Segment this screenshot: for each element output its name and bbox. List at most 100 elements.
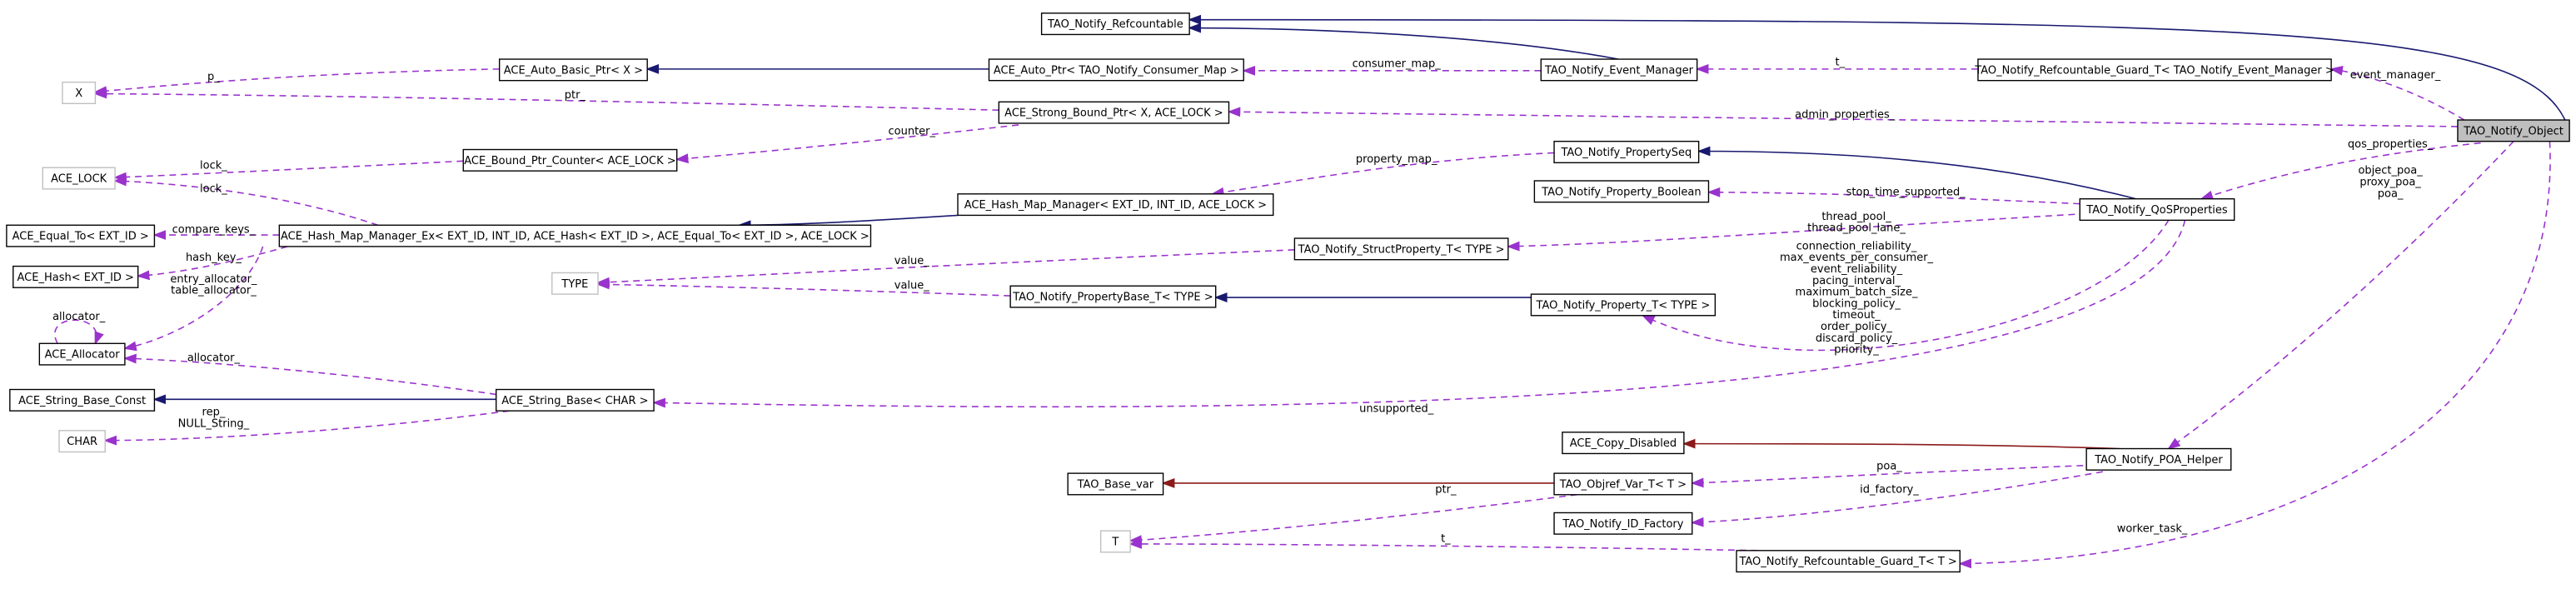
edge-label: order_policy_	[1821, 321, 1892, 333]
edge-label: poa_	[1876, 461, 1902, 473]
node-label: TAO_Notify_Property_T< TYPE >	[1536, 299, 1711, 312]
usage-edge	[54, 319, 104, 346]
node-label: TAO_Notify_Refcountable	[1047, 18, 1183, 31]
usage-edge	[136, 246, 288, 281]
edge-label: ptr_	[565, 89, 586, 102]
edge-label: proxy_poa_	[2359, 176, 2421, 188]
usage-edge	[122, 246, 264, 352]
node-box	[42, 167, 116, 190]
node-label: TAO_Objref_Var_T< T >	[1559, 478, 1687, 491]
node-label: ACE_Copy_Disabled	[1570, 437, 1677, 450]
usage-edge	[1641, 219, 2170, 352]
node-box	[6, 224, 156, 247]
usage-edge	[1707, 187, 2080, 205]
edge-label: allocator_	[52, 311, 106, 323]
node-box	[2085, 447, 2232, 471]
usage-edge	[652, 220, 2186, 408]
node-box	[957, 193, 1274, 217]
inheritance-edge	[737, 214, 959, 231]
edge-label: p_	[207, 71, 220, 83]
inheritance-edge	[1188, 22, 1619, 60]
node-box	[462, 148, 678, 172]
node-label: T	[1111, 536, 1119, 548]
edge-label: t_	[1835, 56, 1845, 68]
node-label: ACE_Equal_To< EXT_ID >	[12, 231, 149, 243]
node-box	[998, 101, 1230, 124]
node-box	[1099, 530, 1131, 553]
node-box	[1009, 285, 1217, 308]
node-label: TAO_Notify_Object	[2463, 125, 2564, 137]
node-label: TAO_Notify_Event_Manager	[1544, 64, 1694, 77]
edge-label: priority_	[1834, 344, 1879, 357]
node-label: ACE_Hash_Map_Manager< EXT_ID, INT_ID, AC…	[964, 199, 1267, 212]
node-label: TAO_Notify_Property_Boolean	[1541, 186, 1701, 198]
usage-edge	[1129, 539, 1758, 552]
usage-edge	[1690, 471, 2104, 527]
node-box	[1977, 58, 2332, 82]
node-box	[496, 388, 655, 412]
node-label: ACE_Auto_Basic_Ptr< X >	[504, 64, 643, 77]
node-box	[1553, 472, 1693, 496]
node-label: TAO_Notify_ID_Factory	[1562, 518, 1683, 531]
usage-edge	[1129, 493, 1577, 546]
usage-edge	[1958, 141, 2551, 569]
usage-edge	[1227, 107, 2458, 127]
edge-label: t_	[1441, 533, 1451, 546]
node-label: ACE_Allocator	[45, 349, 121, 362]
usage-edge	[103, 410, 510, 446]
inheritance-edge	[1188, 14, 2570, 132]
edge-label: object_poa_	[2358, 165, 2423, 177]
edge-label: NULL_String_	[178, 417, 250, 430]
usage-edge	[2200, 142, 2481, 201]
node-label: TAO_Notify_PropertyBase_T< TYPE >	[1012, 292, 1213, 304]
node-box	[2079, 198, 2235, 222]
edge-label: worker_task_	[2117, 523, 2188, 536]
edge-label: entry_allocator_	[170, 273, 257, 286]
edge-label: rep_	[202, 407, 226, 419]
node-label: CHAR	[67, 436, 97, 448]
node-box	[988, 58, 1244, 82]
usage-edge	[596, 279, 1011, 297]
edge-label: thread_pool_	[1821, 211, 1891, 223]
edge-label: qos_properties_	[2348, 138, 2434, 151]
node-label: ACE_Bound_Ptr_Counter< ACE_LOCK >	[464, 155, 675, 167]
edge-label: event_manager_	[2350, 69, 2441, 82]
edge-label: ptr_	[1435, 483, 1457, 496]
edge-label: stop_time_supported_	[1846, 186, 1966, 198]
node-label: ACE_Hash< EXT_ID >	[17, 272, 134, 284]
node-label: TYPE	[561, 278, 588, 291]
node-label: TAO_Notify_QoSProperties	[2085, 204, 2228, 217]
node-box	[58, 430, 106, 453]
node-box	[1067, 472, 1164, 496]
nodes: TAO_Notify_Refcountable X ACE_Auto_Basic_P…	[6, 12, 2570, 573]
usage-edge	[1690, 464, 2095, 488]
usage-edge	[113, 160, 464, 182]
usage-edge	[93, 88, 999, 111]
node-box	[1293, 237, 1509, 261]
usage-edge	[675, 124, 1019, 164]
edge-label: discard_policy_	[1816, 332, 1898, 345]
node-label: TAO_Notify_POA_Helper	[2094, 454, 2223, 467]
node-box	[1562, 432, 1685, 455]
edge-label: property_map_	[1356, 153, 1437, 166]
usage-edge	[122, 353, 496, 396]
inheritance-edge	[1682, 438, 2120, 450]
usage-edge	[113, 176, 378, 227]
edge-label: unsupported_	[1359, 403, 1434, 416]
node-box	[62, 81, 97, 104]
node-box	[1530, 293, 1717, 317]
node-box	[1533, 180, 1710, 203]
node-box	[1736, 550, 1961, 573]
edge-label: compare_keys_	[172, 224, 256, 237]
edge-label: lock_	[200, 160, 227, 172]
edge-label: blocking_policy_	[1812, 297, 1901, 310]
node-box	[38, 342, 126, 366]
edge-label: poa_	[2378, 187, 2404, 200]
edge-label: table_allocator_	[171, 285, 257, 297]
node-box	[9, 388, 156, 412]
usage-edge	[2167, 141, 2514, 450]
edges: consumer_map_ t_event_manager_p_ptr_admin…	[52, 14, 2570, 569]
node-label: ACE_Auto_Ptr< TAO_Notify_Consumer_Map >	[994, 64, 1239, 77]
node-box	[1553, 140, 1700, 163]
